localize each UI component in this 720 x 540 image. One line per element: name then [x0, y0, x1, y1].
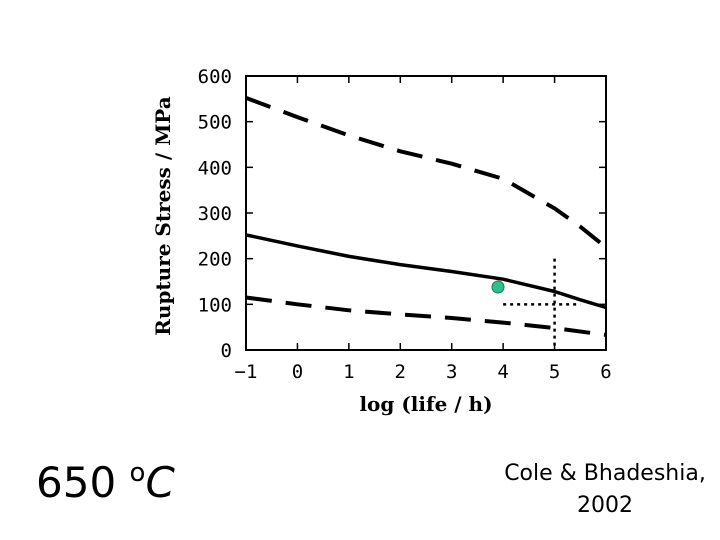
- y-axis-title: Rupture Stress / MPa: [151, 96, 175, 335]
- y-tick-label: 500: [198, 112, 232, 134]
- x-tick-label: 0: [292, 361, 303, 383]
- axis-ticks: [245, 75, 607, 351]
- temperature-unit: C: [145, 458, 175, 507]
- citation-year: 2002: [577, 493, 633, 518]
- bound-curve-2: [245, 295, 607, 337]
- y-tick-label: 100: [198, 294, 232, 316]
- x-tick-label: 6: [600, 361, 611, 383]
- x-tick-label: 1: [343, 361, 354, 383]
- y-tick-labels: 0 100 200 300 400 500 600: [198, 66, 232, 362]
- x-tick-label: 3: [446, 361, 457, 383]
- y-tick-label: 0: [221, 340, 232, 362]
- bound-curve-1: [245, 96, 608, 249]
- x-tick-label: 2: [395, 361, 406, 383]
- temperature-label: 650 oC: [36, 458, 175, 507]
- data-point: [491, 280, 505, 294]
- y-tick-label: 200: [198, 249, 232, 271]
- degree-symbol: o: [129, 458, 146, 488]
- x-axis-title: log (life / h): [359, 392, 492, 416]
- x-tick-label: 4: [497, 361, 508, 383]
- data-point-group: [491, 280, 505, 294]
- x-tick-labels: −1 0 1 2 3 4 5 6: [235, 361, 612, 383]
- y-tick-label: 400: [198, 157, 232, 179]
- citation-authors: Cole & Bhadeshia,: [504, 461, 706, 486]
- x-tick-label: −1: [235, 361, 258, 383]
- y-tick-label: 300: [198, 203, 232, 225]
- series-group: [245, 96, 608, 337]
- y-tick-label: 600: [198, 66, 232, 88]
- x-tick-label: 5: [549, 361, 560, 383]
- citation: Cole & Bhadeshia, 2002: [490, 458, 720, 522]
- reference-lines: [503, 258, 581, 350]
- temperature-value: 650: [36, 458, 117, 507]
- median-curve: [245, 233, 607, 310]
